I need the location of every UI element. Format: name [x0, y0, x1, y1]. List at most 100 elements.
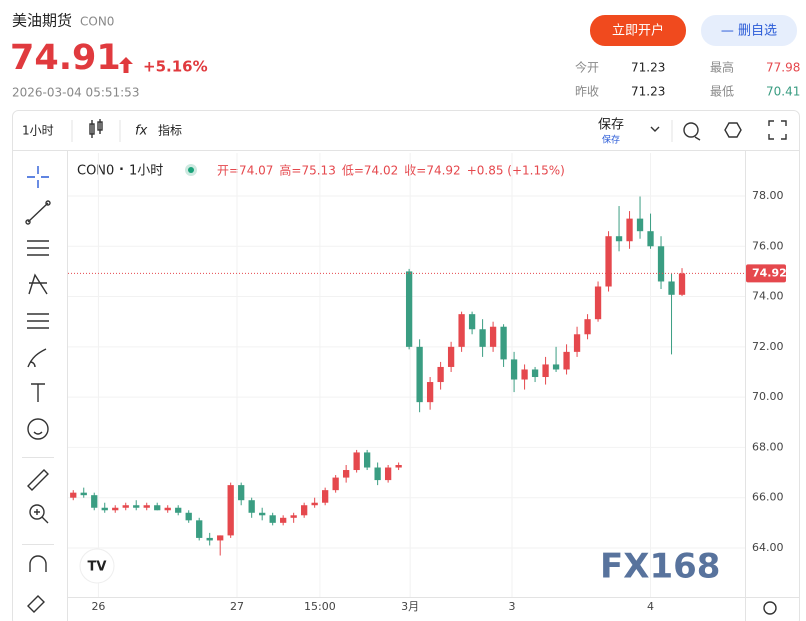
legend-ohlc: 低=74.02 — [342, 164, 398, 178]
remove-watch-label[interactable]: — 删自选 — [721, 24, 777, 39]
candle-icon[interactable] — [89, 119, 103, 138]
x-tick-label: 3月 — [401, 600, 419, 613]
legend-dot: · — [119, 163, 124, 178]
candle-body — [217, 535, 224, 541]
interval[interactable]: 1小时 — [22, 124, 54, 138]
watermark: FX168 — [600, 547, 720, 587]
snapshot-icon[interactable] — [683, 122, 701, 141]
candle-body — [468, 314, 476, 330]
y-tick-label: 70.00 — [752, 390, 784, 403]
axis-settings[interactable] — [763, 601, 777, 615]
remove-watch-button[interactable] — [701, 15, 797, 46]
stat-label: 今开 — [575, 60, 599, 75]
price: 74.91 — [10, 38, 121, 78]
candle-body — [290, 515, 297, 518]
candle-body — [259, 512, 266, 516]
candle-body — [175, 507, 182, 513]
stat-label: 最高 — [710, 60, 734, 75]
candle-body — [363, 452, 371, 468]
candle-body — [164, 507, 171, 511]
candle-body — [573, 334, 581, 352]
status-dot — [188, 167, 194, 173]
stat-value: 71.23 — [631, 85, 665, 99]
candle-body — [133, 505, 140, 508]
legend-ohlc: 高=75.13 — [279, 163, 335, 178]
candle-body — [395, 465, 402, 468]
candle-body — [248, 500, 255, 513]
candle-body — [322, 490, 329, 503]
candle-body — [668, 281, 675, 295]
drawing-tools[interactable] — [25, 166, 51, 613]
y-tick-label: 72.00 — [752, 340, 784, 353]
candle-body — [626, 218, 633, 242]
datetime: 2026-03-04 05:51:53 — [12, 86, 139, 100]
legend-symbol: CON0 — [77, 164, 114, 179]
candle-body — [227, 485, 234, 536]
open-account-button[interactable] — [590, 15, 686, 46]
y-tick-label: 68.00 — [752, 440, 784, 453]
tv-logo-text: TV — [88, 560, 107, 575]
save-small: 保存 — [602, 134, 620, 146]
stat-value: 71.23 — [631, 61, 665, 75]
candle-body — [384, 467, 392, 481]
candle-body — [552, 364, 560, 370]
chevron[interactable] — [650, 126, 660, 132]
candle-body — [80, 492, 87, 496]
candle-body — [122, 505, 129, 508]
candle-body — [143, 505, 150, 508]
candle-body — [91, 495, 98, 508]
candle-body — [269, 515, 276, 523]
settings-icon[interactable] — [724, 122, 742, 138]
x-tick-label: 15:00 — [304, 600, 336, 613]
legend-ohlc: 开=74.07 — [217, 164, 273, 178]
legend-ohlc: 收=74.92 — [404, 164, 460, 178]
candle-body — [479, 329, 486, 347]
up-arrow — [119, 57, 133, 73]
stat-label: 昨收 — [575, 85, 599, 99]
stat-value: 77.98 — [766, 61, 800, 75]
candle-body — [584, 319, 591, 335]
candle-body — [311, 502, 318, 506]
candle-body — [447, 346, 455, 367]
indicators[interactable]: 指标 — [158, 123, 182, 138]
candle-body — [426, 382, 434, 403]
legend-change: +0.85 (+1.15%) — [467, 164, 565, 178]
y-tick-label: 74.00 — [752, 290, 784, 303]
candle-body — [605, 236, 612, 287]
y-tick-label: 64.00 — [752, 541, 784, 554]
candle-body — [405, 271, 413, 347]
candle-body — [238, 485, 245, 501]
candle-body — [185, 512, 192, 521]
save[interactable]: 保存 — [598, 118, 624, 133]
last-price-tag — [746, 264, 786, 283]
candle-body — [636, 218, 644, 232]
candle-body — [332, 477, 339, 491]
candle-body — [521, 369, 528, 380]
x-tick-label: 4 — [647, 600, 654, 613]
candle-body — [531, 369, 539, 378]
legend-interval: 1小时 — [129, 164, 163, 179]
fx-icon[interactable]: fx — [135, 124, 148, 139]
x-tick-label: 3 — [508, 600, 515, 613]
candle-body — [615, 236, 623, 242]
candle-body — [280, 517, 287, 523]
title: 美油期货 — [12, 12, 72, 30]
stat-value: 70.41 — [766, 85, 800, 99]
tv-logo[interactable] — [79, 548, 115, 584]
candle-body — [458, 314, 465, 347]
y-tick-label: 76.00 — [752, 239, 784, 252]
candle-body — [594, 286, 602, 320]
candle-body — [647, 231, 654, 247]
last-price-label: 74.92 — [752, 266, 787, 279]
candle-body — [416, 346, 423, 403]
candle-body — [489, 326, 497, 347]
open-account-label[interactable]: 立即开户 — [612, 23, 664, 39]
fullscreen-icon[interactable] — [768, 120, 787, 140]
code: CON0 — [80, 15, 114, 29]
candle-body — [70, 492, 77, 498]
change: +5.16% — [143, 58, 208, 76]
chart-frame — [12, 110, 800, 621]
candle-body — [206, 537, 213, 541]
